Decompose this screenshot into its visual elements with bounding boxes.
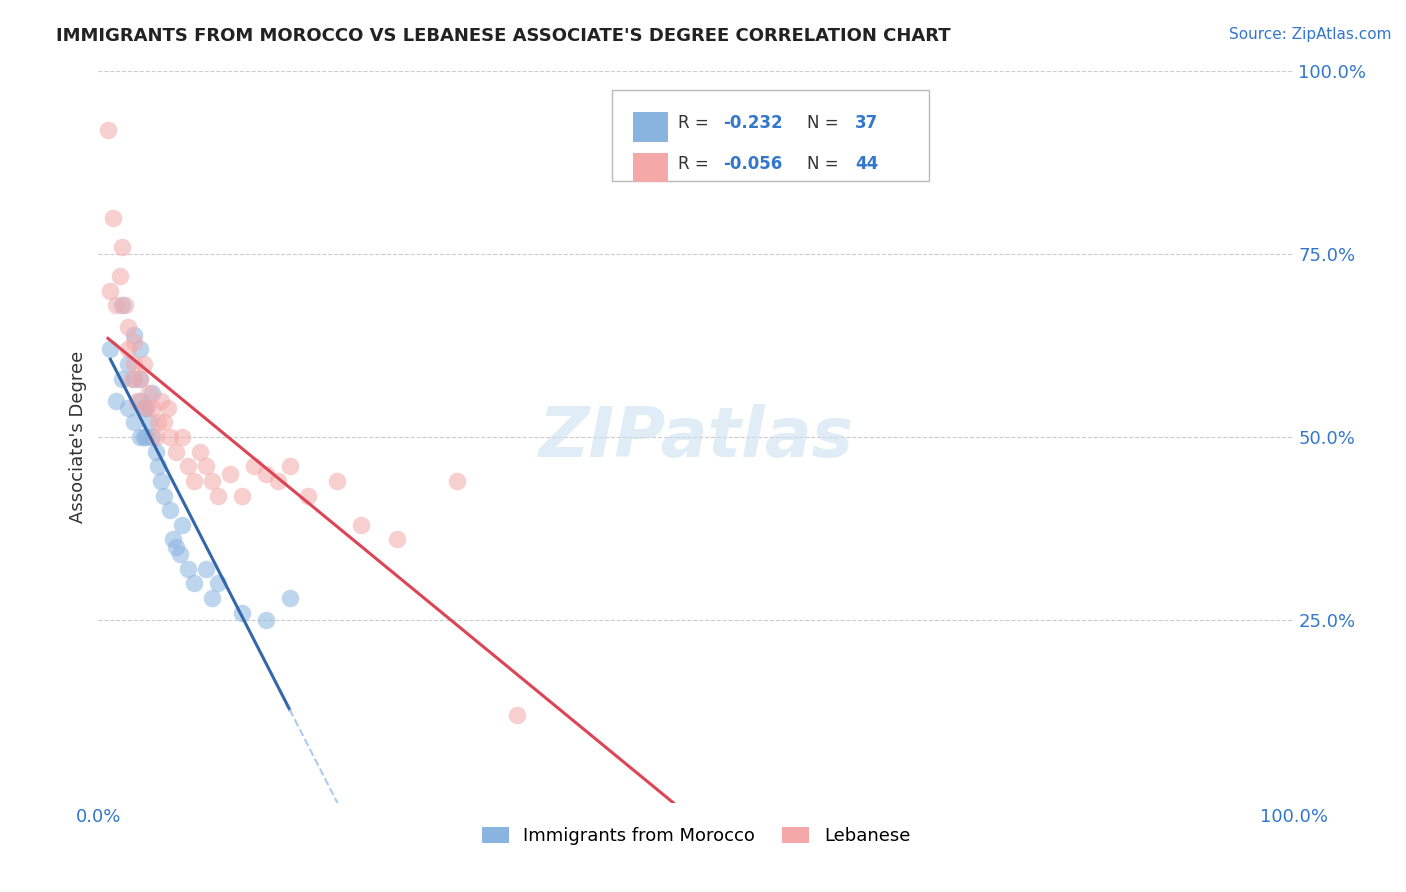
Point bbox=[172, 430, 194, 444]
Point bbox=[111, 298, 134, 312]
Point bbox=[231, 606, 253, 620]
Point bbox=[135, 430, 157, 444]
FancyBboxPatch shape bbox=[633, 153, 668, 182]
Point bbox=[141, 430, 163, 444]
Point bbox=[278, 591, 301, 605]
Text: -0.232: -0.232 bbox=[724, 114, 783, 132]
Point bbox=[446, 474, 468, 488]
Point bbox=[117, 401, 139, 415]
Point bbox=[172, 517, 194, 532]
Point bbox=[98, 343, 122, 357]
Point bbox=[278, 459, 301, 474]
Point bbox=[350, 517, 373, 532]
Point bbox=[243, 459, 266, 474]
Point bbox=[254, 467, 277, 481]
Point bbox=[162, 533, 184, 547]
Point bbox=[148, 416, 170, 430]
Point bbox=[117, 343, 139, 357]
Point bbox=[219, 467, 242, 481]
Point bbox=[201, 474, 224, 488]
Point bbox=[159, 503, 181, 517]
Point bbox=[231, 489, 253, 503]
Text: R =: R = bbox=[678, 154, 714, 173]
Point bbox=[129, 371, 152, 385]
Point bbox=[385, 533, 409, 547]
Point bbox=[201, 591, 224, 605]
Text: 44: 44 bbox=[855, 154, 879, 173]
Point bbox=[188, 444, 211, 458]
Point bbox=[117, 357, 139, 371]
Point bbox=[124, 334, 146, 349]
Y-axis label: Associate's Degree: Associate's Degree bbox=[69, 351, 87, 524]
Point bbox=[177, 562, 200, 576]
Point bbox=[108, 269, 131, 284]
Point bbox=[129, 430, 152, 444]
Point bbox=[138, 386, 160, 401]
Point bbox=[97, 123, 120, 137]
Point bbox=[267, 474, 290, 488]
Point bbox=[148, 459, 170, 474]
Point bbox=[124, 371, 146, 385]
Point bbox=[159, 430, 181, 444]
Point bbox=[153, 489, 176, 503]
Point bbox=[111, 240, 134, 254]
Point bbox=[101, 211, 124, 225]
Point bbox=[98, 284, 122, 298]
FancyBboxPatch shape bbox=[633, 112, 668, 142]
Point bbox=[207, 489, 229, 503]
Text: IMMIGRANTS FROM MOROCCO VS LEBANESE ASSOCIATE'S DEGREE CORRELATION CHART: IMMIGRANTS FROM MOROCCO VS LEBANESE ASSO… bbox=[56, 27, 950, 45]
Point bbox=[129, 371, 152, 385]
Point bbox=[153, 416, 176, 430]
Text: 37: 37 bbox=[855, 114, 879, 132]
Point bbox=[129, 343, 152, 357]
Point bbox=[141, 401, 163, 415]
Text: Source: ZipAtlas.com: Source: ZipAtlas.com bbox=[1229, 27, 1392, 42]
Point bbox=[169, 547, 191, 561]
Point bbox=[132, 357, 155, 371]
Point bbox=[141, 386, 163, 401]
Legend: Immigrants from Morocco, Lebanese: Immigrants from Morocco, Lebanese bbox=[475, 820, 917, 852]
Point bbox=[132, 401, 155, 415]
Text: ZIPatlas: ZIPatlas bbox=[538, 403, 853, 471]
Point bbox=[145, 444, 167, 458]
Point bbox=[207, 576, 229, 591]
Point bbox=[183, 474, 205, 488]
Text: N =: N = bbox=[807, 154, 844, 173]
Point bbox=[105, 393, 128, 408]
Point bbox=[183, 576, 205, 591]
Point bbox=[135, 401, 157, 415]
Point bbox=[129, 393, 152, 408]
Point bbox=[195, 562, 218, 576]
Point bbox=[254, 613, 277, 627]
Point bbox=[124, 416, 146, 430]
Point bbox=[149, 474, 172, 488]
Point bbox=[145, 430, 167, 444]
Point bbox=[195, 459, 218, 474]
Text: R =: R = bbox=[678, 114, 714, 132]
Point bbox=[297, 489, 319, 503]
Point bbox=[124, 327, 146, 342]
Point bbox=[149, 393, 172, 408]
Point bbox=[165, 444, 187, 458]
Point bbox=[105, 298, 128, 312]
Point bbox=[506, 708, 529, 723]
Point bbox=[114, 298, 136, 312]
Point bbox=[135, 401, 157, 415]
Point bbox=[165, 540, 187, 554]
Point bbox=[125, 393, 148, 408]
Point bbox=[138, 416, 160, 430]
Point bbox=[124, 357, 146, 371]
Point bbox=[326, 474, 349, 488]
Point bbox=[111, 371, 134, 385]
Text: N =: N = bbox=[807, 114, 844, 132]
FancyBboxPatch shape bbox=[613, 90, 929, 181]
Point bbox=[132, 430, 155, 444]
Point bbox=[121, 371, 143, 385]
Point bbox=[177, 459, 200, 474]
Point bbox=[117, 320, 139, 334]
Point bbox=[156, 401, 179, 415]
Text: -0.056: -0.056 bbox=[724, 154, 783, 173]
